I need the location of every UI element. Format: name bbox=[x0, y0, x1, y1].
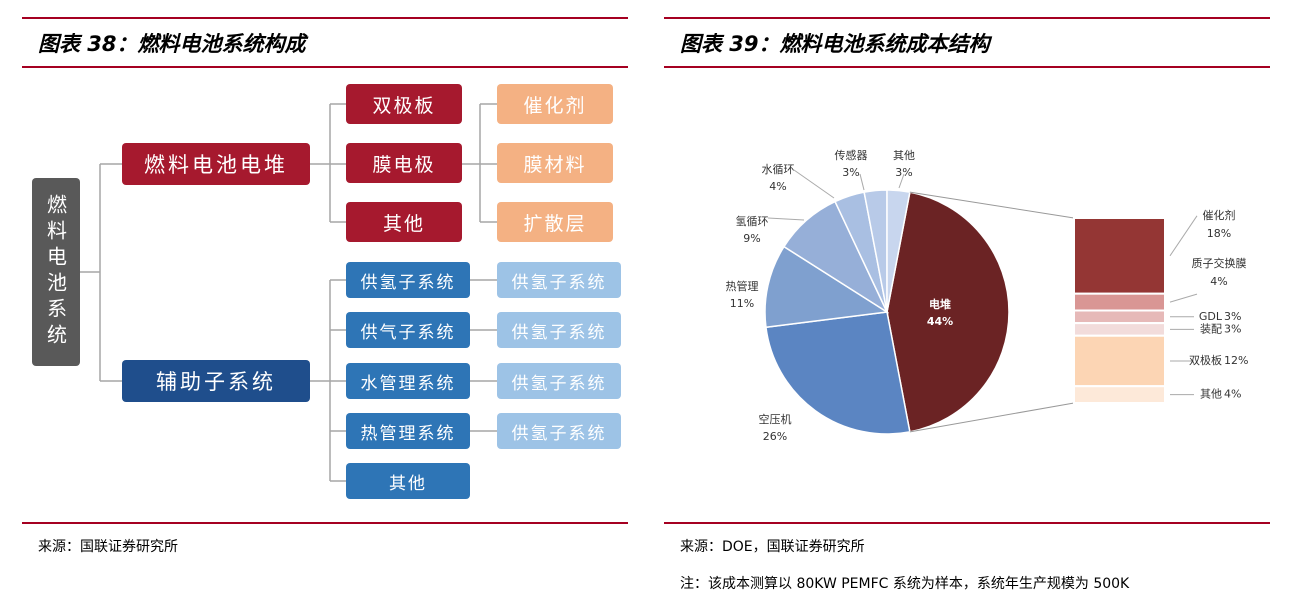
bar-value-label: 18% bbox=[1207, 227, 1231, 240]
bar-segment bbox=[1073, 322, 1166, 337]
bar-segment bbox=[1073, 385, 1166, 405]
root-node: 燃料电池系统 bbox=[32, 178, 80, 366]
rule bbox=[22, 66, 628, 68]
pie-label: 电堆 bbox=[929, 297, 951, 311]
pie-value-label: 3% bbox=[842, 166, 859, 179]
leader-line bbox=[1169, 215, 1198, 257]
leader-line bbox=[898, 173, 905, 189]
aux-sub: 供氢子系统 bbox=[497, 312, 621, 348]
rule bbox=[22, 522, 628, 524]
aux-part: 供氢子系统 bbox=[346, 262, 470, 298]
pie-label: 热管理 bbox=[726, 279, 759, 293]
bar-value-label: 4% bbox=[1224, 388, 1241, 401]
figure-title: 图表 38：燃料电池系统构成 bbox=[38, 32, 306, 56]
source: 来源：DOE，国联证券研究所 bbox=[680, 539, 865, 555]
pie-value-label: 26% bbox=[763, 430, 787, 443]
aux-node: 辅助子系统 bbox=[122, 360, 310, 402]
pie-value-label: 44% bbox=[927, 315, 953, 328]
pie-label: 水循环 bbox=[762, 163, 795, 176]
bar-label: GDL bbox=[1199, 310, 1223, 323]
aux-sub: 供氢子系统 bbox=[497, 413, 621, 449]
material: 催化剂 bbox=[497, 84, 613, 124]
leader-line bbox=[859, 173, 865, 191]
aux-sub: 供氢子系统 bbox=[497, 363, 621, 399]
pie-value-label: 4% bbox=[769, 180, 786, 193]
leader-line bbox=[767, 217, 805, 221]
bar-segment bbox=[1073, 334, 1166, 388]
pie-slice bbox=[886, 189, 911, 313]
bar-label: 质子交换膜 bbox=[1192, 256, 1247, 270]
pie-label: 其他 bbox=[893, 149, 915, 162]
rule bbox=[664, 66, 1270, 68]
pie-value-label: 9% bbox=[743, 232, 760, 245]
bar-segment bbox=[1073, 217, 1166, 295]
pie-slice bbox=[764, 245, 890, 329]
bar-segment bbox=[1073, 292, 1166, 312]
tree-lines bbox=[80, 103, 497, 482]
pie-slice bbox=[765, 311, 911, 435]
aux-part: 其他 bbox=[346, 463, 470, 499]
bar-value-label: 3% bbox=[1224, 322, 1241, 335]
bar-label: 催化剂 bbox=[1203, 208, 1236, 222]
material: 扩散层 bbox=[497, 202, 613, 242]
aux-part: 水管理系统 bbox=[346, 363, 470, 399]
connector bbox=[909, 402, 1075, 433]
aux-part: 热管理系统 bbox=[346, 413, 470, 449]
aux-part: 供气子系统 bbox=[346, 312, 470, 348]
pie-value-label: 3% bbox=[895, 166, 912, 179]
bar-label: 装配 bbox=[1200, 322, 1222, 335]
leader-line bbox=[1169, 293, 1198, 303]
rule bbox=[22, 17, 628, 19]
stack-part: 其他 bbox=[346, 202, 462, 242]
stack-part: 双极板 bbox=[346, 84, 462, 124]
bar-segment bbox=[1073, 309, 1166, 325]
pie-slice bbox=[886, 191, 1010, 433]
stack-part: 膜电极 bbox=[346, 143, 462, 183]
pie-label: 空压机 bbox=[759, 412, 792, 426]
chart: 电堆 44% 空压机 26% 热管理 11% 氢循环 9% 水循环 4% 传感器 3% 其他 3% 催化剂 1… bbox=[726, 149, 1249, 443]
connector bbox=[909, 191, 1075, 219]
bar-label: 其他 bbox=[1200, 388, 1222, 401]
rule bbox=[664, 17, 1270, 19]
material: 膜材料 bbox=[497, 143, 613, 183]
pie-label: 氢循环 bbox=[736, 214, 769, 228]
pie-value-label: 11% bbox=[730, 297, 754, 310]
note: 注：该成本测算以 80KW PEMFC 系统为样本，系统年生产规模为 500K bbox=[680, 576, 1130, 592]
stack-node: 燃料电池电堆 bbox=[122, 143, 310, 185]
bar-value-label: 4% bbox=[1210, 275, 1227, 288]
source: 来源：国联证券研究所 bbox=[38, 539, 178, 555]
bar-value-label: 3% bbox=[1224, 310, 1241, 323]
bar-value-label: 12% bbox=[1224, 354, 1248, 367]
leader-line bbox=[793, 169, 835, 199]
rule bbox=[664, 522, 1270, 524]
aux-sub: 供氢子系统 bbox=[497, 262, 621, 298]
pie-label: 传感器 bbox=[835, 149, 868, 162]
figure-title: 图表 39：燃料电池系统成本结构 bbox=[680, 32, 990, 56]
bar-label: 双极板 bbox=[1189, 353, 1222, 367]
